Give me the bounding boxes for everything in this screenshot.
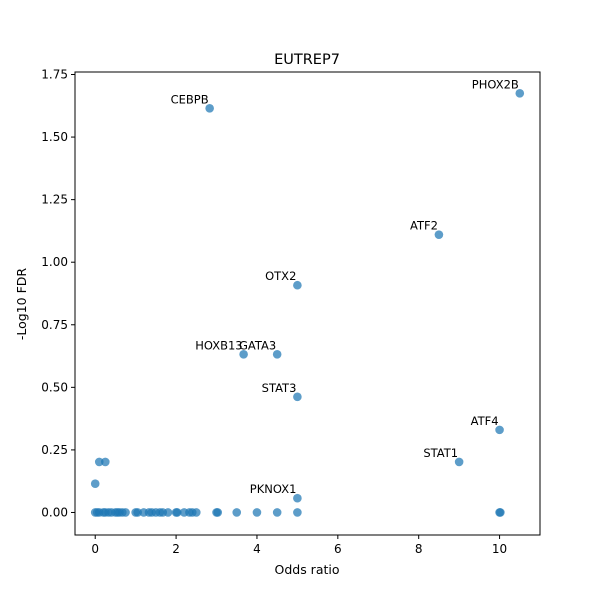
x-axis-label: Odds ratio — [274, 562, 339, 577]
point-label: ATF2 — [410, 219, 438, 233]
y-tick-label: 0.50 — [41, 380, 68, 394]
point-label: CEBPB — [171, 92, 209, 106]
y-tick-label: 1.50 — [41, 130, 68, 144]
x-axis: 0 2 4 6 8 10 — [91, 535, 507, 556]
x-tick-label: 6 — [334, 542, 342, 556]
points-layer — [90, 88, 525, 517]
y-tick-label: 1.75 — [41, 68, 68, 82]
data-point — [232, 508, 242, 517]
data-point — [163, 508, 173, 517]
data-point — [515, 88, 525, 98]
x-tick-label: 0 — [91, 542, 99, 556]
data-point — [293, 508, 302, 517]
data-point — [173, 508, 182, 517]
data-point — [434, 230, 444, 239]
data-point — [454, 457, 464, 467]
y-axis: 0.00 0.25 0.50 0.75 1.00 1.25 1.50 1.75 — [41, 68, 75, 519]
data-point — [213, 508, 223, 517]
data-point — [495, 425, 504, 435]
y-tick-label: 1.00 — [41, 255, 68, 269]
y-tick-label: 0.75 — [41, 318, 68, 332]
data-point — [252, 508, 262, 517]
data-point — [101, 457, 110, 467]
point-label: PHOX2B — [472, 77, 519, 91]
data-point — [205, 103, 214, 113]
data-point — [272, 350, 282, 359]
data-point — [293, 280, 302, 290]
point-label: OTX2 — [265, 269, 296, 283]
y-tick-label: 1.25 — [41, 193, 68, 207]
x-tick-label: 8 — [415, 542, 423, 556]
y-tick-label: 0.00 — [41, 505, 68, 519]
point-label: HOXB13 — [195, 338, 242, 352]
x-tick-label: 4 — [253, 542, 261, 556]
data-point — [239, 350, 248, 359]
data-point — [496, 508, 505, 517]
chart-title: EUTREP7 — [274, 52, 340, 68]
x-tick-label: 2 — [172, 542, 180, 556]
plot-frame — [74, 71, 541, 536]
x-tick-label: 10 — [492, 542, 507, 556]
data-point — [272, 508, 282, 517]
y-tick-label: 0.25 — [41, 443, 68, 457]
data-point — [192, 508, 201, 517]
data-point — [133, 508, 142, 517]
data-point — [293, 392, 302, 402]
data-point — [293, 493, 302, 503]
data-point — [121, 508, 130, 517]
point-label: ATF4 — [471, 414, 499, 428]
data-point — [90, 479, 100, 488]
data-point — [94, 457, 104, 467]
point-label: STAT1 — [423, 446, 458, 460]
y-axis-label: -Log10 FDR — [14, 268, 29, 341]
point-label: STAT3 — [262, 381, 297, 395]
point-label: PKNOX1 — [250, 482, 297, 496]
point-label: GATA3 — [239, 338, 276, 352]
